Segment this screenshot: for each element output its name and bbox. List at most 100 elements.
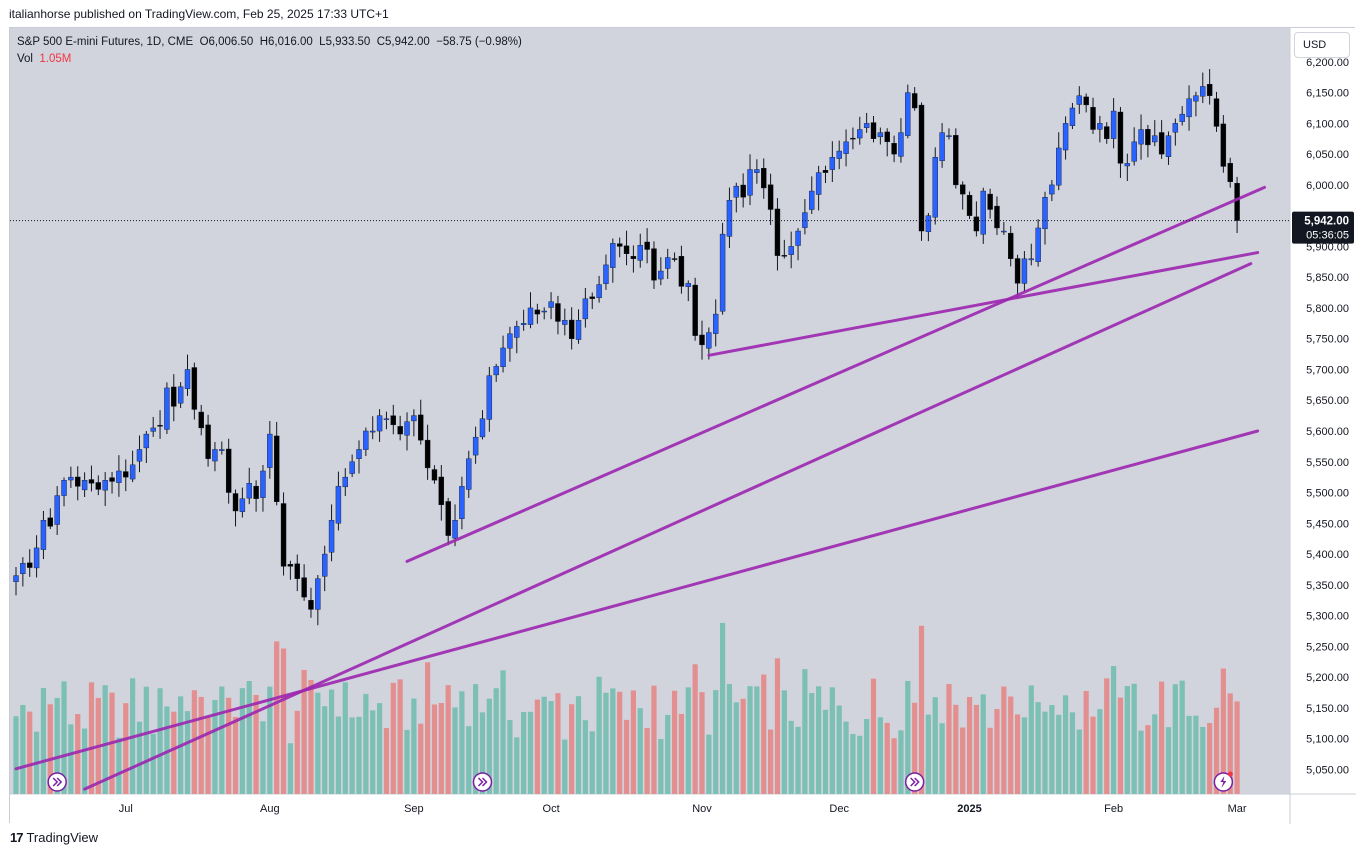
candle-body <box>205 424 211 459</box>
volume-bar <box>562 739 568 794</box>
volume-bar <box>452 707 458 794</box>
volume-bar <box>719 622 726 794</box>
price-tick-label: 5,300.00 <box>1306 611 1349 623</box>
candle-body <box>75 476 81 487</box>
candle-body <box>404 421 410 436</box>
candle-body <box>1200 86 1206 97</box>
volume-bar <box>939 723 945 794</box>
candle-body <box>733 185 739 198</box>
volume-bar <box>1097 709 1103 794</box>
candle-body <box>713 313 719 334</box>
candle-body <box>246 483 252 499</box>
candle-body <box>493 366 499 376</box>
volume-bar <box>376 703 383 794</box>
candle-body <box>898 132 904 157</box>
candle-body <box>33 547 40 569</box>
candle-body <box>781 255 788 257</box>
candle-body <box>1001 230 1007 233</box>
legend-high: 6,016.00 <box>268 36 313 48</box>
last-price-tag: 5,942.00 05:36:05 <box>1292 211 1354 244</box>
candle-body <box>123 471 129 478</box>
candle-body <box>116 470 122 483</box>
candle-body <box>685 283 691 287</box>
price-chart[interactable]: 5,050.00 5,100.00 5,150.00 5,200.00 5,250.00… <box>10 28 1356 824</box>
chart-frame[interactable]: 5,050.00 5,100.00 5,150.00 5,200.00 5,250.00… <box>9 27 1356 824</box>
volume-bar <box>1165 727 1172 794</box>
candle-body <box>328 520 335 553</box>
volume-bar <box>1104 678 1110 794</box>
candle-body <box>363 430 369 450</box>
price-tick-label: 5,100.00 <box>1306 734 1349 746</box>
price-axis-background <box>1290 28 1356 794</box>
trendline <box>405 185 1267 563</box>
volume-bar <box>740 698 746 794</box>
price-tick-label: 5,350.00 <box>1306 580 1349 592</box>
volume-bar <box>788 720 794 794</box>
volume-bar <box>88 682 95 794</box>
candle-body <box>966 194 973 216</box>
dividend-marker-icon <box>47 772 67 792</box>
candle-body <box>253 485 259 499</box>
volume-bar <box>987 727 993 794</box>
volume-bar <box>953 704 959 794</box>
volume-bar <box>1076 729 1082 794</box>
candle-body <box>136 449 143 462</box>
candle-body <box>692 284 698 336</box>
volume-bar <box>397 679 403 794</box>
candle-body <box>390 415 396 426</box>
volume-bar <box>390 682 396 794</box>
volume-bar <box>1186 715 1192 794</box>
price-tick-label: 6,000.00 <box>1306 180 1349 192</box>
volume-bar <box>123 703 129 794</box>
volume-bar <box>246 680 252 794</box>
volume-bar <box>1227 693 1233 794</box>
legend-low: 5,933.50 <box>325 36 371 48</box>
candle-body <box>857 129 863 139</box>
candle-body <box>815 172 822 195</box>
candle-body <box>939 132 945 162</box>
volume-bar <box>1207 722 1213 794</box>
candle-body <box>1076 95 1083 105</box>
candle-body <box>40 520 47 550</box>
volume-bar <box>816 686 822 794</box>
candle-body <box>795 230 801 246</box>
candle-body <box>555 303 561 322</box>
candle-body <box>431 469 438 481</box>
volume-bar <box>637 708 643 794</box>
candle-body <box>582 298 589 320</box>
legend-change: −58.75 (−0.98%) <box>436 36 522 48</box>
candle-body <box>1145 129 1151 146</box>
price-tick-label: 5,800.00 <box>1306 303 1349 315</box>
currency-button[interactable]: USD <box>1294 32 1350 58</box>
volume-bar <box>445 685 451 794</box>
price-tick-label: 6,100.00 <box>1306 118 1349 130</box>
candle-body <box>1179 113 1185 122</box>
candle-body <box>500 347 506 367</box>
volume-bar <box>603 692 609 794</box>
candle-body <box>81 480 88 491</box>
candle-body <box>315 578 321 610</box>
volume-bar <box>493 688 499 794</box>
candle-body <box>1165 135 1172 158</box>
volume-bar <box>822 709 829 794</box>
tradingview-footer[interactable]: 17 TradingView <box>10 830 98 845</box>
tradingview-logo-icon: 17 <box>10 830 24 845</box>
candle-body <box>623 245 630 255</box>
candle-body <box>177 386 184 404</box>
volume-bar <box>507 720 513 794</box>
volume-bar <box>1220 668 1226 794</box>
candle-body <box>287 564 294 567</box>
volume-bar <box>1035 702 1041 794</box>
volume-bar <box>514 737 520 794</box>
volume-bar <box>1234 701 1240 794</box>
candle-body <box>1234 182 1240 221</box>
candle-body <box>486 375 493 420</box>
volume-bar <box>425 662 431 794</box>
volume-bar <box>315 692 321 794</box>
candle-body <box>843 141 849 154</box>
candle-body <box>870 122 877 139</box>
candle-body <box>1206 83 1213 96</box>
volume-bar <box>1152 714 1158 794</box>
candle-body <box>1097 123 1103 130</box>
candle-body <box>973 216 980 232</box>
